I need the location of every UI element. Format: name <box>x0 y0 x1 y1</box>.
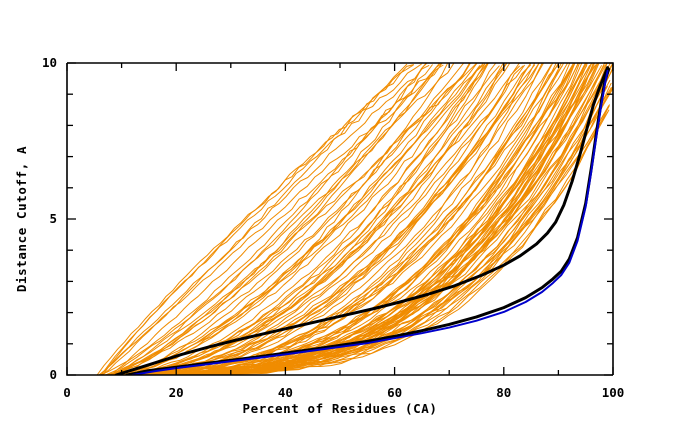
prediction-curve <box>131 63 571 375</box>
prediction-curve <box>120 64 485 375</box>
prediction-curve <box>107 63 488 375</box>
y-axis-title: Distance Cutoff, A <box>14 146 29 292</box>
prediction-curve <box>118 63 449 375</box>
prediction-curve <box>118 63 489 375</box>
x-tick-label: 40 <box>278 385 293 400</box>
x-tick-label: 100 <box>602 385 625 400</box>
prediction-curves-group <box>96 63 613 375</box>
prediction-curve <box>110 64 444 375</box>
prediction-curve <box>113 63 520 375</box>
prediction-curve <box>105 63 471 375</box>
prediction-curve <box>114 63 489 375</box>
prediction-curve <box>122 63 599 375</box>
y-tick-label: 10 <box>42 55 57 70</box>
x-tick-label: 80 <box>496 385 511 400</box>
y-axis-tick-labels: 0 5 10 <box>42 55 57 382</box>
prediction-curve <box>99 63 428 375</box>
y-tick-label: 0 <box>49 367 57 382</box>
prediction-curve <box>105 63 455 375</box>
y-tick-label: 5 <box>49 211 57 226</box>
prediction-curve <box>111 63 478 375</box>
prediction-curve <box>102 63 408 375</box>
prediction-curve <box>112 63 471 375</box>
prediction-curve <box>119 64 536 375</box>
prediction-curve <box>131 64 559 375</box>
prediction-curve <box>105 63 443 375</box>
x-axis-tick-labels: 0 20 40 60 80 100 <box>63 385 624 400</box>
prediction-curve <box>100 63 428 375</box>
prediction-curve <box>126 63 532 375</box>
summary-curves-group <box>114 66 611 375</box>
x-axis-title: Percent of Residues (CA) <box>242 401 437 416</box>
prediction-curve <box>100 63 422 375</box>
prediction-curve <box>96 64 414 375</box>
prediction-curve <box>110 63 443 375</box>
x-axis-ticks <box>66 63 614 375</box>
prediction-curve <box>108 65 430 375</box>
prediction-curve <box>118 63 471 375</box>
x-tick-label: 0 <box>63 385 71 400</box>
summary-curve-best-model <box>131 69 609 375</box>
prediction-curve <box>117 65 520 375</box>
y-axis-ticks <box>67 62 613 376</box>
summary-curve-group-average <box>114 66 610 375</box>
x-tick-label: 60 <box>387 385 402 400</box>
prediction-curve <box>118 63 465 375</box>
x-tick-label: 20 <box>169 385 184 400</box>
